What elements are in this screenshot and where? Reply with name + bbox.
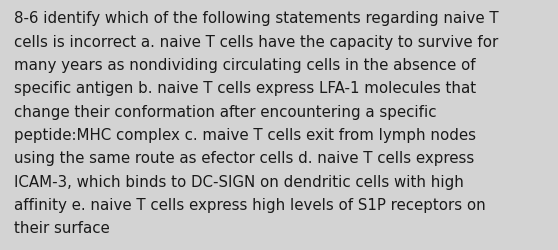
Text: cells is incorrect a. naive T cells have the capacity to survive for: cells is incorrect a. naive T cells have…	[14, 34, 498, 50]
Text: their surface: their surface	[14, 220, 110, 236]
Text: peptide:MHC complex c. maive T cells exit from lymph nodes: peptide:MHC complex c. maive T cells exi…	[14, 128, 476, 142]
Text: many years as nondividing circulating cells in the absence of: many years as nondividing circulating ce…	[14, 58, 475, 73]
Text: affinity e. naive T cells express high levels of S1P receptors on: affinity e. naive T cells express high l…	[14, 197, 485, 212]
Text: specific antigen b. naive T cells express LFA-1 molecules that: specific antigen b. naive T cells expres…	[14, 81, 476, 96]
Text: ICAM-3, which binds to DC-SIGN on dendritic cells with high: ICAM-3, which binds to DC-SIGN on dendri…	[14, 174, 464, 189]
Text: 8-6 identify which of the following statements regarding naive T: 8-6 identify which of the following stat…	[14, 11, 499, 26]
Text: change their conformation after encountering a specific: change their conformation after encounte…	[14, 104, 436, 119]
Text: using the same route as efector cells d. naive T cells express: using the same route as efector cells d.…	[14, 151, 474, 166]
